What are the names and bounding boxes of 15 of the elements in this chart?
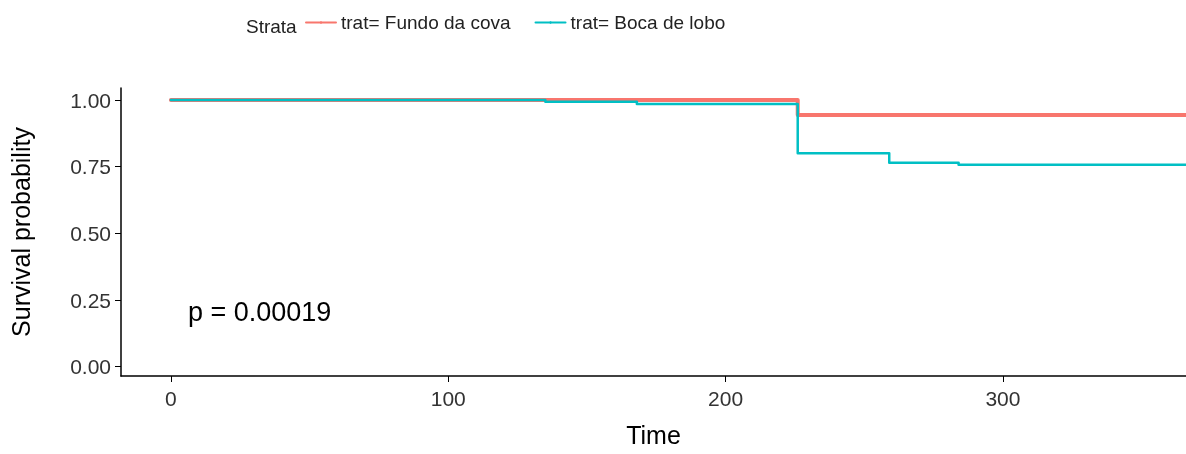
legend-label: trat= Boca de lobo (570, 12, 726, 33)
annotation: p = 0.00019 (188, 296, 332, 327)
legend-label: trat= Fundo da cova (341, 12, 511, 33)
x-tick-label: 200 (708, 387, 744, 410)
x-tick-label: 300 (985, 387, 1021, 410)
y-tick-label: 1.00 (70, 88, 111, 112)
x-axis-title: Time (626, 420, 681, 449)
x-tick-label: 100 (430, 387, 466, 410)
y-tick-label: 0.75 (70, 155, 111, 179)
legend-title: Strata (246, 16, 298, 37)
y-tick-label: 0.50 (70, 221, 111, 245)
y-axis-title: Survival probability (6, 126, 35, 337)
y-tick-label: 0.25 (70, 288, 111, 312)
x-tick-label: 0 (165, 387, 177, 410)
y-tick-label: 0.00 (70, 355, 111, 379)
